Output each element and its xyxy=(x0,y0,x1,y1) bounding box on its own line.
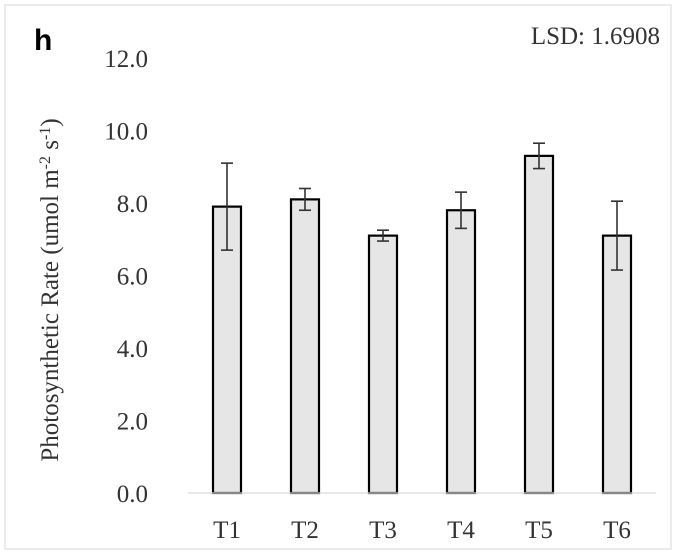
y-axis-label-part: -2 xyxy=(37,156,54,169)
chart-frame xyxy=(4,4,672,550)
lsd-annotation: LSD: 1.6908 xyxy=(531,23,660,50)
y-tick-label: 6.0 xyxy=(117,264,148,291)
y-axis-label: Photosynthetic Rate (umol m-2 s-1) xyxy=(37,118,65,461)
y-axis-label-part: s xyxy=(37,140,64,156)
error-bars xyxy=(221,142,623,271)
x-tick-label: T4 xyxy=(447,517,475,544)
y-axis-ticks: 0.0 2.0 4.0 6.0 8.0 10.0 12.0 xyxy=(104,46,148,508)
bar-t4 xyxy=(445,209,477,495)
x-tick-label: T6 xyxy=(603,517,631,544)
bar-t6 xyxy=(601,234,633,495)
y-tick-label: 2.0 xyxy=(117,409,148,436)
y-axis-label-part: - xyxy=(37,135,54,140)
y-tick-label: 8.0 xyxy=(117,191,148,218)
error-bar-t4 xyxy=(455,191,467,230)
bar-t5 xyxy=(523,154,555,495)
error-bar-t2 xyxy=(299,187,311,212)
error-bar-t3 xyxy=(377,229,389,242)
bar-t3 xyxy=(367,234,399,495)
y-tick-label: 0.0 xyxy=(117,481,148,508)
x-tick-label: T3 xyxy=(369,517,397,544)
y-axis-label-part: ) xyxy=(37,118,64,126)
y-axis-label-part: 1 xyxy=(37,127,54,135)
y-tick-label: 4.0 xyxy=(117,336,148,363)
error-bar-t5 xyxy=(533,142,545,170)
x-tick-label: T1 xyxy=(213,517,241,544)
y-tick-label: 12.0 xyxy=(104,46,148,73)
bars xyxy=(211,154,633,495)
x-tick-label: T2 xyxy=(291,517,319,544)
y-tick-label: 10.0 xyxy=(104,119,148,146)
error-bar-t1 xyxy=(221,162,233,251)
error-bar-t6 xyxy=(611,200,623,271)
bar-t2 xyxy=(289,198,321,495)
panel-label: h xyxy=(34,24,52,57)
y-axis-label-part: Photosynthetic Rate (umol m xyxy=(37,169,64,462)
x-axis-labels: T1 T2 T3 T4 T5 T6 xyxy=(213,517,631,544)
x-tick-label: T5 xyxy=(525,517,553,544)
